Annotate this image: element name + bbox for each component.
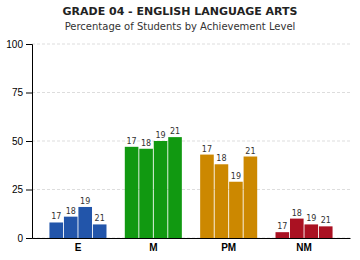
bar-series-label: 21 bbox=[170, 127, 180, 136]
bar bbox=[49, 222, 63, 238]
y-tick-label: 0 bbox=[17, 233, 23, 244]
y-tick: 0 bbox=[17, 233, 32, 244]
bar-series-label: 17 bbox=[277, 222, 287, 231]
x-axis: E M PM NM bbox=[33, 239, 351, 254]
title: GRADE 04 - ENGLISH LANGUAGE ARTS bbox=[63, 5, 298, 18]
grid-line bbox=[32, 92, 350, 93]
bar bbox=[125, 147, 139, 238]
bar bbox=[139, 149, 153, 238]
x-tick-label: M bbox=[149, 242, 157, 253]
bar bbox=[200, 155, 214, 238]
bar bbox=[64, 217, 78, 238]
bar-series-label: 21 bbox=[245, 147, 255, 156]
bar-series-label: 21 bbox=[95, 214, 105, 223]
x-tick-label: NM bbox=[296, 242, 312, 253]
chart-container: GRADE 04 - ENGLISH LANGUAGE ARTS Percenta… bbox=[0, 0, 360, 260]
grid-line bbox=[32, 189, 350, 190]
y-tick: 75 bbox=[12, 87, 32, 98]
x-tick: NM bbox=[296, 242, 312, 253]
bar-series-label: 19 bbox=[306, 214, 316, 223]
y-tick-mark bbox=[26, 238, 32, 239]
bar bbox=[154, 141, 168, 238]
grid bbox=[32, 44, 350, 238]
bar-series-label: 18 bbox=[216, 154, 226, 163]
y-tick: 25 bbox=[12, 184, 32, 195]
x-tick: PM bbox=[221, 242, 236, 253]
bar-series-label: 19 bbox=[80, 197, 90, 206]
y-tick-label: 75 bbox=[12, 87, 24, 98]
y-tick-mark bbox=[26, 44, 32, 45]
bar bbox=[229, 182, 243, 238]
x-tick: E bbox=[75, 242, 82, 253]
bars bbox=[49, 137, 332, 238]
y-tick: 50 bbox=[12, 136, 32, 147]
bar-series-label: 18 bbox=[292, 209, 302, 218]
bar bbox=[93, 224, 107, 238]
y-tick-label: 100 bbox=[6, 39, 23, 50]
y-axis: 0 25 50 75 100 bbox=[6, 39, 32, 244]
bar bbox=[244, 157, 258, 238]
bar-series-label: 17 bbox=[127, 137, 137, 146]
grid-line bbox=[32, 44, 350, 45]
bar-series-label: 18 bbox=[141, 139, 151, 148]
x-tick-label: PM bbox=[221, 242, 236, 253]
grid-line bbox=[32, 141, 350, 142]
plot-area: 17 17 17 17 18 18 18 18 19 19 19 19 21 21 21 21 0 25 50 75 1… bbox=[6, 39, 350, 253]
y-axis-line bbox=[26, 45, 33, 239]
bar-labels: 17 17 17 17 18 18 18 18 19 19 19 19 21 21 21 21 bbox=[51, 127, 331, 231]
bar bbox=[276, 232, 290, 238]
x-tick: M bbox=[149, 242, 157, 253]
bar bbox=[168, 137, 182, 238]
x-tick-label: E bbox=[75, 242, 82, 253]
y-tick-mark bbox=[26, 190, 32, 191]
subtitle: Percentage of Students by Achievement Le… bbox=[65, 21, 296, 32]
bar bbox=[304, 224, 318, 238]
bar bbox=[290, 219, 304, 238]
chart-svg: GRADE 04 - ENGLISH LANGUAGE ARTS Percenta… bbox=[0, 0, 360, 260]
y-tick: 100 bbox=[6, 39, 32, 50]
bar-series-label: 17 bbox=[202, 145, 212, 154]
bar-series-label: 19 bbox=[155, 131, 165, 140]
y-tick-label: 50 bbox=[12, 136, 24, 147]
bar-series-label: 21 bbox=[321, 216, 331, 225]
y-tick-mark bbox=[26, 93, 32, 94]
y-tick-mark bbox=[26, 141, 32, 142]
y-tick-label: 25 bbox=[12, 184, 24, 195]
x-axis-line bbox=[33, 238, 351, 239]
bar-series-label: 17 bbox=[51, 212, 61, 221]
bar-series-label: 19 bbox=[231, 172, 241, 181]
bar bbox=[215, 164, 229, 238]
bar bbox=[78, 207, 92, 238]
bar bbox=[319, 226, 333, 238]
bar-series-label: 18 bbox=[66, 207, 76, 216]
